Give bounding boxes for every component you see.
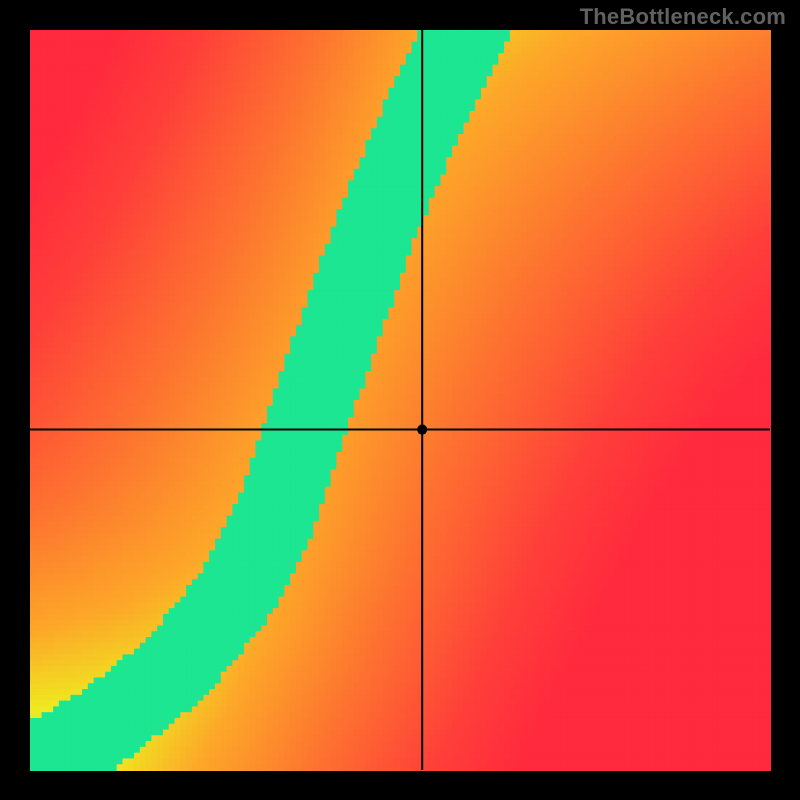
heatmap-canvas xyxy=(0,0,800,800)
watermark-text: TheBottleneck.com xyxy=(580,4,786,30)
root: TheBottleneck.com xyxy=(0,0,800,800)
